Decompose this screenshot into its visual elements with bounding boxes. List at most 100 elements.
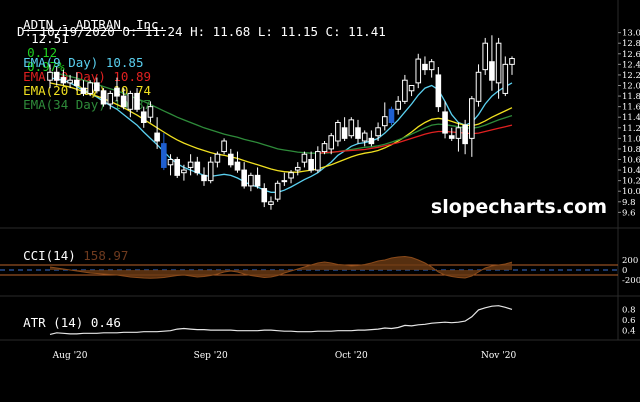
cci-area xyxy=(50,256,512,279)
candle-body xyxy=(321,143,328,153)
candle-body xyxy=(281,180,288,183)
price-tick-label: 12.0 xyxy=(622,82,640,92)
atr-line xyxy=(49,305,513,335)
candle-body xyxy=(47,71,53,81)
ema9-label: EMA(9 Day) xyxy=(23,55,99,70)
ema50-value: 10.89 xyxy=(113,69,152,84)
atr-panel xyxy=(49,305,513,335)
candle-body xyxy=(120,95,127,108)
candle-body xyxy=(107,92,114,105)
atr-tick-label: 0.4 xyxy=(622,327,636,337)
ema-line-ema-50-day- xyxy=(317,124,513,154)
candle-body xyxy=(442,111,448,134)
candle-body xyxy=(388,108,395,123)
cci-value: 158.97 xyxy=(83,248,129,263)
candle-body xyxy=(167,159,174,166)
cci-label: CCI(14) xyxy=(23,248,76,263)
candle-body xyxy=(154,132,160,142)
candle-body xyxy=(469,98,475,139)
candle-body xyxy=(134,92,140,110)
price-tick-label: 10.8 xyxy=(622,145,640,155)
candle-body xyxy=(495,42,502,84)
candle-body xyxy=(268,201,274,205)
candle-body xyxy=(301,153,308,163)
price-tick-label: 9.6 xyxy=(622,208,636,218)
x-tick-label: Oct '20 xyxy=(335,351,368,361)
x-tick-label: Sep '20 xyxy=(194,351,228,361)
price-tick-label: 12.2 xyxy=(622,71,640,81)
candle-body xyxy=(207,161,214,182)
price-change-pct: 0.97% xyxy=(27,59,65,74)
price-tick-label: 12.4 xyxy=(622,60,640,70)
candle-body xyxy=(187,161,194,168)
candle-body xyxy=(502,63,509,94)
candle-body xyxy=(53,71,60,81)
candle-body xyxy=(509,58,515,65)
candle-body xyxy=(201,174,207,182)
candle-body xyxy=(482,42,489,71)
candle-body xyxy=(408,85,415,92)
candle-body xyxy=(174,159,181,176)
price-tick-label: 12.8 xyxy=(622,39,640,49)
candle-body xyxy=(261,188,268,203)
company-name: ADTRAN, Inc. xyxy=(75,17,167,32)
chart-title: ADTN - ADTRAN, Inc. 12.51 0.12 0.97% xyxy=(8,4,166,74)
candle-body xyxy=(422,63,428,71)
x-tick-label: Nov '20 xyxy=(481,351,516,361)
cci-tick-label: -200 xyxy=(622,276,640,286)
candle-body xyxy=(248,174,254,187)
price-tick-label: 11.8 xyxy=(622,92,640,102)
candle-body xyxy=(147,106,154,118)
candle-body xyxy=(395,100,401,110)
ohlc-line: D: 10/19/2020 O: 11.24 H: 11.68 L: 11.15… xyxy=(17,24,386,39)
price-tick-label: 11.4 xyxy=(622,113,640,123)
candle-body xyxy=(234,161,241,171)
cci-legend: CCI(14) 158.97 xyxy=(8,235,128,263)
candle-body xyxy=(294,166,301,171)
price-change: 0.12 xyxy=(27,45,58,60)
ema-line-ema-20-day- xyxy=(49,82,513,173)
price-tick-label: 12.6 xyxy=(622,50,640,60)
price-tick-label: 10.4 xyxy=(622,166,640,176)
candle-body xyxy=(67,79,73,84)
title-separator: - xyxy=(53,17,76,32)
candle-body xyxy=(214,153,221,163)
ticker-symbol: ADTN xyxy=(23,17,54,32)
candle-body xyxy=(475,71,482,102)
candle-body xyxy=(368,137,375,145)
ema-line-ema-34-day- xyxy=(49,71,513,154)
x-tick-label: Aug '20 xyxy=(52,351,88,361)
candles xyxy=(47,35,515,210)
last-price: 12.51 xyxy=(31,31,69,46)
candle-body xyxy=(241,169,247,187)
candle-body xyxy=(127,92,134,110)
candle-body xyxy=(335,122,341,142)
candle-body xyxy=(73,79,80,87)
ema9-value: 10.85 xyxy=(105,55,144,70)
candle-body xyxy=(489,61,495,81)
atr-label: ATR (14) xyxy=(23,315,84,330)
ema34-label: EMA(34 Day) xyxy=(23,97,106,112)
ema-lines xyxy=(49,71,513,193)
candle-body xyxy=(227,153,234,166)
candle-body xyxy=(348,119,355,137)
candle-body xyxy=(402,79,408,102)
cci-panel xyxy=(0,255,618,279)
atr-legend: ATR (14) 0.46 xyxy=(8,302,121,330)
price-tick-label: 10.2 xyxy=(622,177,640,187)
candle-body xyxy=(375,127,381,137)
candle-body xyxy=(455,127,462,139)
candle-body xyxy=(80,87,87,94)
candle-body xyxy=(94,82,100,92)
atr-tick-label: 0.8 xyxy=(622,305,636,315)
candle-body xyxy=(361,132,368,142)
candle-body xyxy=(274,182,281,200)
candle-body xyxy=(428,61,435,71)
candle-body xyxy=(221,140,227,153)
candle-body xyxy=(194,161,201,174)
ema-line-ema-9-day- xyxy=(49,76,513,193)
candle-body xyxy=(435,74,442,108)
candle-body xyxy=(341,127,348,139)
candle-body xyxy=(308,159,314,171)
